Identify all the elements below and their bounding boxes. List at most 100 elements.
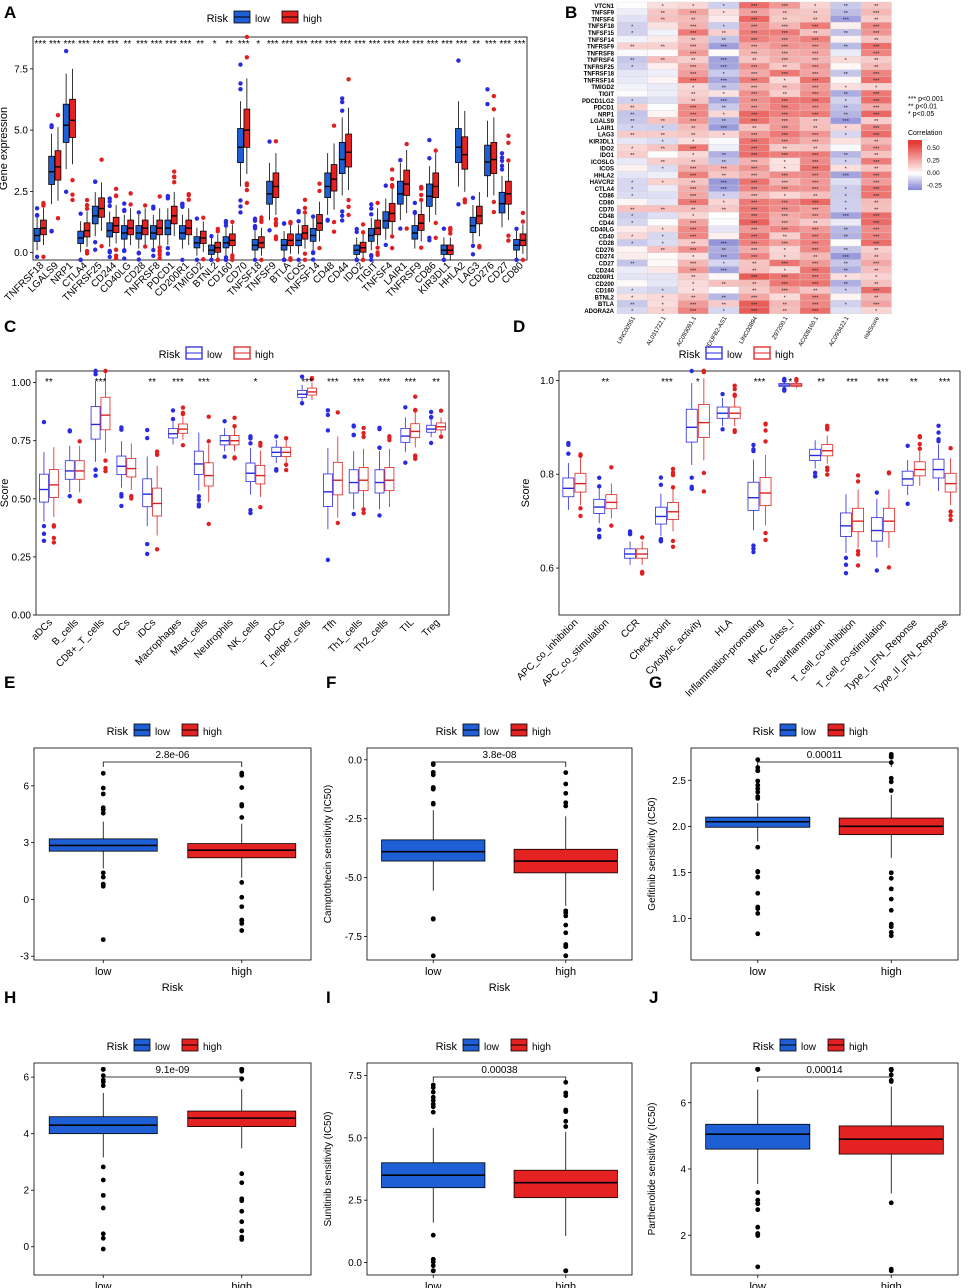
outlier-point-low xyxy=(751,543,756,548)
outlier-point xyxy=(563,953,569,959)
y-tick-label: 0.0 xyxy=(14,248,28,259)
outlier-point-high xyxy=(317,245,322,251)
outlier-point-high xyxy=(283,467,289,473)
outlier-point xyxy=(755,757,761,763)
outlier-point-low xyxy=(470,243,476,248)
outlier-point xyxy=(430,1094,436,1100)
outlier-point-high xyxy=(506,233,511,238)
box-group xyxy=(440,225,454,263)
heatmap-cell xyxy=(647,212,679,220)
colorbar-segment xyxy=(908,186,922,189)
heatmap-cell xyxy=(708,137,740,145)
outlier-point-low xyxy=(238,198,243,203)
outlier-point xyxy=(563,910,569,916)
box-group xyxy=(193,215,207,263)
outlier-point-low xyxy=(151,247,156,253)
outlier-point-low xyxy=(325,428,331,433)
y-tick-label: 0.75 xyxy=(12,436,32,447)
outlier-point xyxy=(100,1066,106,1072)
heatmap-star: * xyxy=(662,289,665,295)
box-high-group xyxy=(513,770,618,959)
outlier-point-high xyxy=(670,470,676,475)
outlier-point xyxy=(239,1228,245,1234)
outlier-point-low xyxy=(499,158,505,163)
box-high xyxy=(203,462,214,487)
y-tick-label: 0.0 xyxy=(348,1258,362,1269)
heatmap-cell xyxy=(708,212,740,220)
outlier-point xyxy=(239,921,245,926)
outlier-point xyxy=(888,907,894,913)
heatmap-star: ** xyxy=(844,235,849,241)
box-low xyxy=(64,460,75,480)
outlier-point-low xyxy=(238,62,243,67)
box-group xyxy=(382,167,396,251)
outlier-point-high xyxy=(113,253,119,258)
heatmap-star: ** xyxy=(844,92,849,98)
outlier-point-high xyxy=(419,197,424,203)
heatmap-cell xyxy=(616,171,648,179)
heatmap-star: * xyxy=(692,214,695,220)
heatmap-col-label: LINC00551 xyxy=(617,315,638,345)
outlier-point-high xyxy=(230,253,235,258)
outlier-point-high xyxy=(438,408,444,413)
outlier-point xyxy=(755,794,761,799)
heatmap-star: *** xyxy=(873,262,880,268)
significance-bracket xyxy=(102,761,243,767)
outlier-point xyxy=(888,788,894,793)
heatmap-star: *** xyxy=(751,140,758,146)
heatmap-star: ** xyxy=(691,133,696,139)
outlier-point-high xyxy=(99,243,104,249)
outlier-point xyxy=(430,785,436,790)
colorbar-segment xyxy=(908,140,922,143)
correlation-heatmap: * * * *** *** * ** **** *** * *** ** ** ** ***** ** *** *… xyxy=(616,1,892,315)
heatmap-cell xyxy=(647,49,679,57)
heatmap-col-label: NDUFB2-AS1 xyxy=(705,315,729,351)
box-high xyxy=(98,197,105,218)
outlier-point-low xyxy=(248,441,253,446)
heatmap-star: ** xyxy=(691,241,696,247)
plot-frame xyxy=(35,370,450,616)
heatmap-star: *** xyxy=(782,262,789,268)
outlier-point-low xyxy=(151,206,156,211)
y-tick-label: 0.25 xyxy=(12,552,32,563)
box-group xyxy=(208,226,222,263)
outlier-point-low xyxy=(248,507,253,513)
outlier-point xyxy=(755,1066,761,1072)
heatmap-row-label: CD274 xyxy=(595,255,614,261)
box-group xyxy=(62,48,76,203)
x-tick-label: high xyxy=(231,966,252,978)
heatmap-star: *** xyxy=(812,302,819,308)
box-low xyxy=(90,406,101,440)
heatmap-row-label: LAG3 xyxy=(598,133,615,139)
heatmap-row-label: TMIGD2 xyxy=(591,85,614,91)
heatmap-star: *** xyxy=(812,201,819,207)
heatmap-star: *** xyxy=(782,180,789,186)
heatmap-star: *** xyxy=(690,119,697,125)
plot-frame xyxy=(32,36,528,261)
heatmap-star: *** xyxy=(751,207,758,213)
outlier-point-high xyxy=(232,455,237,461)
heatmap-star: *** xyxy=(751,235,758,241)
outlier-point-high xyxy=(825,465,830,470)
box-group xyxy=(297,374,317,406)
box-group xyxy=(747,421,772,555)
heatmap-star: *** xyxy=(751,302,758,308)
panel-letter-e: E xyxy=(4,673,15,692)
outlier-point-low xyxy=(267,139,272,144)
y-tick-label: 0.00 xyxy=(12,611,32,622)
heatmap-star: *** xyxy=(721,255,728,261)
outlier-point-high xyxy=(113,247,119,252)
heatmap-cell xyxy=(708,232,740,240)
y-tick-label: -5.0 xyxy=(345,873,363,884)
significance-label: ** xyxy=(910,377,918,388)
colorbar-segment xyxy=(908,180,922,183)
outlier-point-high xyxy=(215,229,221,234)
colorbar-segment xyxy=(908,146,922,149)
box-low xyxy=(266,180,273,205)
outlier-point-high xyxy=(317,188,322,194)
outlier-point-high xyxy=(113,193,119,198)
y-axis-label: Camptothecin sensitivity (IC50) xyxy=(323,785,334,923)
outlier-point xyxy=(100,1205,106,1211)
outlier-point-high xyxy=(360,257,366,263)
heatmap-star: * xyxy=(723,201,726,207)
